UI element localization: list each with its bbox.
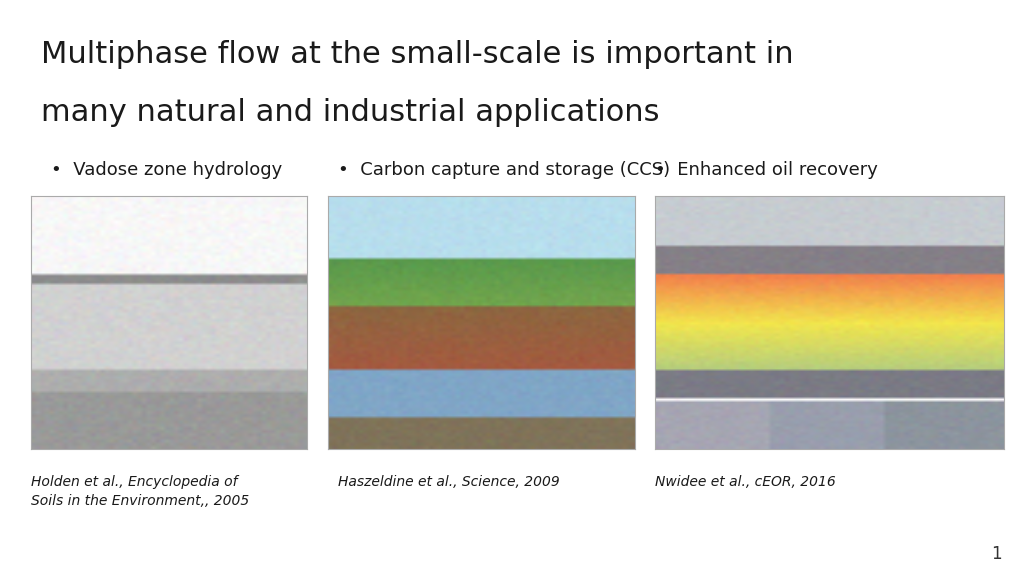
Text: Haszeldine et al., Science, 2009: Haszeldine et al., Science, 2009 [338,475,560,489]
Text: •  Enhanced oil recovery: • Enhanced oil recovery [655,161,879,179]
Text: Multiphase flow at the small-scale is important in: Multiphase flow at the small-scale is im… [41,40,794,69]
Text: 1: 1 [991,545,1001,563]
Text: Nwidee et al., cEOR, 2016: Nwidee et al., cEOR, 2016 [655,475,837,489]
Text: many natural and industrial applications: many natural and industrial applications [41,98,659,127]
Text: •  Vadose zone hydrology: • Vadose zone hydrology [51,161,283,179]
Text: •  Carbon capture and storage (CCS): • Carbon capture and storage (CCS) [338,161,670,179]
Text: Holden et al., Encyclopedia of
Soils in the Environment,, 2005: Holden et al., Encyclopedia of Soils in … [31,475,249,507]
